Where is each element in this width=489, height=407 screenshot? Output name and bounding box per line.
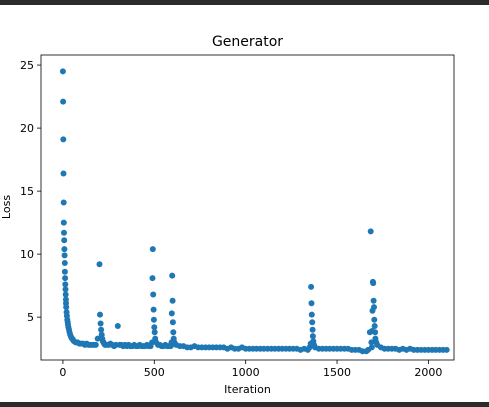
x-tick-label: 1000 (232, 366, 260, 379)
figure-canvas: 0 500 1000 1500 2000 5 10 15 20 25 Generator Ite… (0, 5, 489, 402)
x-tick-label: 500 (144, 366, 165, 379)
data-point (371, 323, 378, 329)
data-point (368, 339, 375, 346)
data-point (168, 310, 175, 317)
data-point (59, 68, 66, 75)
data-point (371, 304, 377, 311)
data-point (151, 329, 158, 336)
y-tick-label: 5 (27, 311, 34, 324)
data-point (62, 275, 69, 282)
x-tick-label: 1500 (323, 366, 351, 379)
x-tick-label: 0 (59, 366, 66, 379)
data-point (368, 344, 375, 351)
y-tick-label: 15 (20, 185, 34, 198)
x-axis-label: Iteration (224, 383, 271, 396)
y-tick-label: 20 (20, 122, 34, 135)
data-point (98, 326, 105, 333)
plot-area (41, 55, 454, 360)
plot-frame (40, 54, 455, 361)
chart-title: Generator (212, 34, 283, 50)
data-point (61, 268, 68, 275)
data-point (94, 335, 101, 342)
data-points (59, 68, 450, 355)
data-point (62, 291, 69, 298)
data-point (61, 252, 68, 259)
data-point (149, 275, 156, 282)
data-point (92, 341, 99, 348)
data-point (60, 170, 67, 177)
data-point (62, 286, 69, 293)
data-point (96, 261, 103, 268)
data-point (169, 272, 176, 279)
data-point (149, 246, 156, 253)
x-axis-ticks: 0 500 1000 1500 2000 (59, 360, 442, 379)
y-tick-label: 25 (20, 59, 34, 72)
data-point (308, 311, 315, 318)
data-point (443, 346, 450, 353)
data-point (61, 246, 68, 253)
scatter-chart: 0 500 1000 1500 2000 5 10 15 20 25 Generator Ite… (0, 34, 455, 396)
data-point (62, 281, 69, 288)
y-axis-ticks: 5 10 15 20 25 (20, 59, 41, 324)
data-point (61, 260, 68, 266)
data-point (60, 136, 67, 143)
data-point (97, 320, 104, 327)
data-point (97, 311, 103, 318)
data-point (367, 228, 374, 235)
data-point (169, 297, 176, 304)
data-point (370, 297, 377, 304)
data-point (309, 326, 316, 333)
data-point (150, 316, 157, 323)
data-point (309, 319, 316, 326)
data-point (61, 237, 68, 244)
data-point (169, 319, 176, 326)
data-point (114, 323, 121, 329)
data-point (63, 304, 70, 311)
data-point (151, 324, 158, 331)
data-point (150, 291, 157, 298)
data-point (370, 280, 377, 287)
data-point (371, 316, 378, 323)
data-point (170, 329, 177, 336)
data-point (372, 329, 379, 336)
data-point (60, 199, 67, 206)
data-point (60, 98, 67, 105)
data-point (61, 229, 67, 236)
y-axis-label: Loss (0, 195, 13, 219)
data-point (60, 219, 67, 226)
x-tick-label: 2000 (414, 366, 442, 379)
data-point (308, 283, 315, 290)
y-tick-label: 10 (20, 248, 34, 261)
data-point (308, 300, 315, 307)
data-point (309, 333, 316, 340)
data-point (150, 306, 157, 313)
